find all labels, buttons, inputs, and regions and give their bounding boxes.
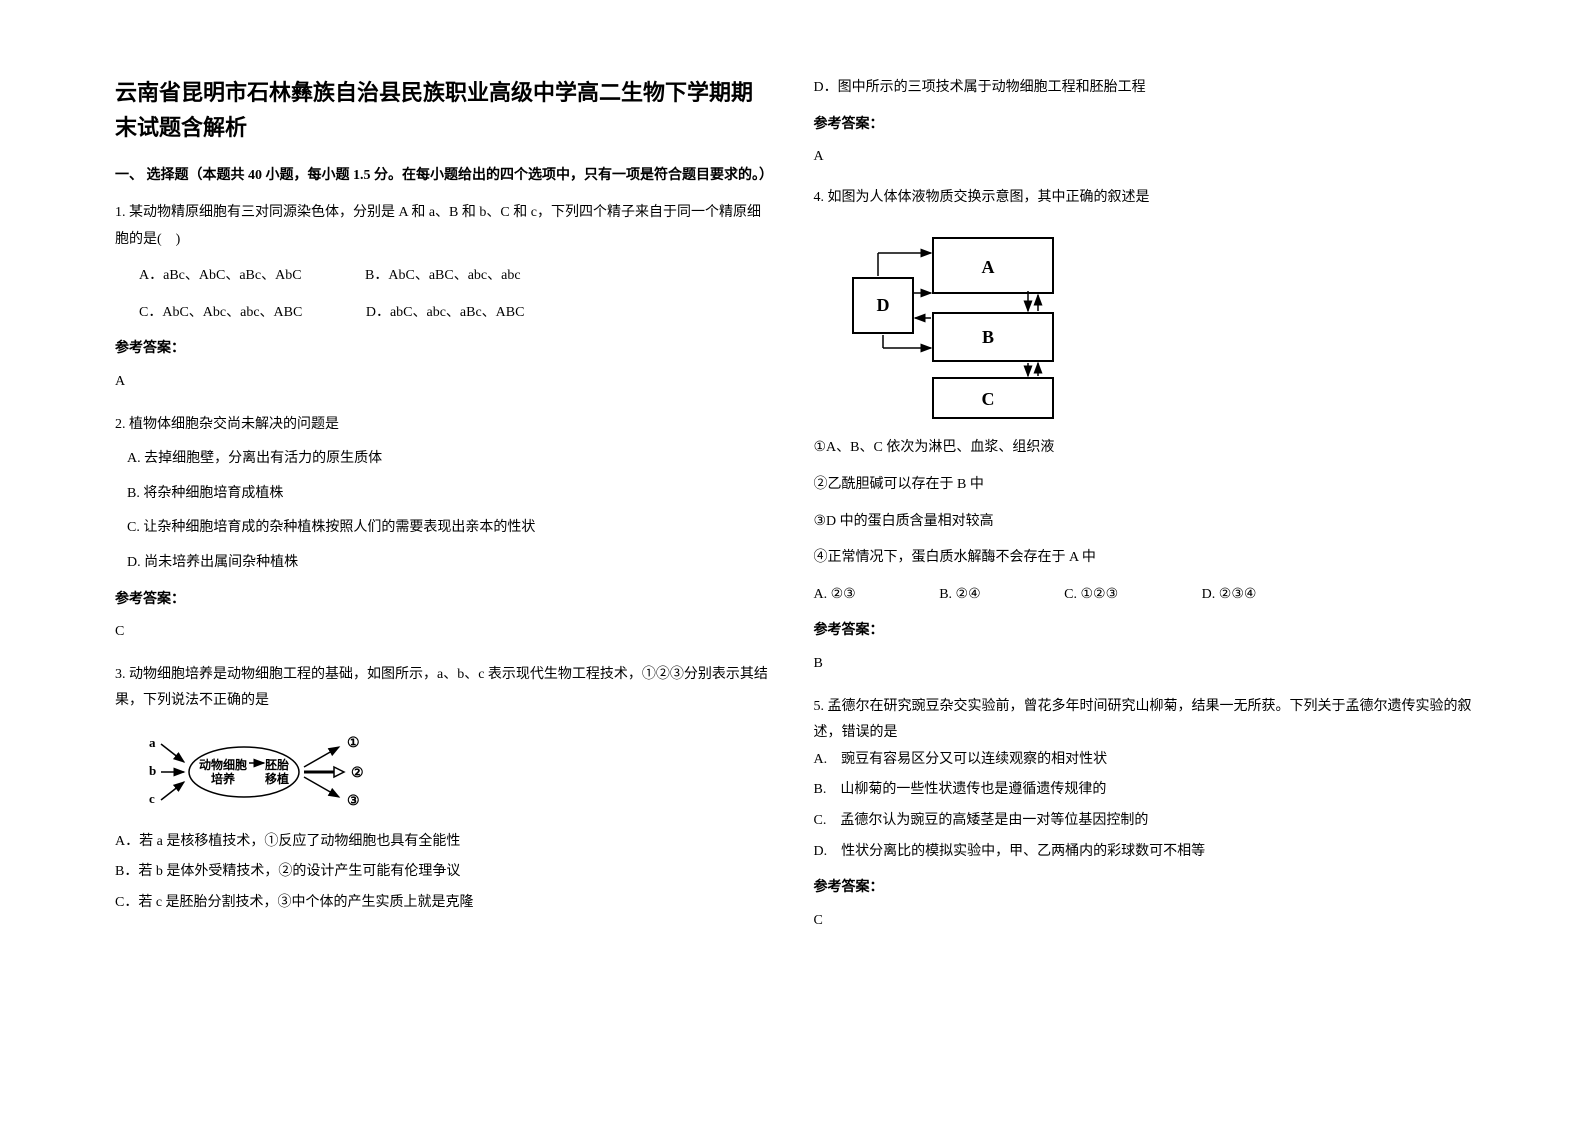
q5-text: 5. 孟德尔在研究豌豆杂交实验前，曾花多年时间研究山柳菊，结果一无所获。下列关于… bbox=[814, 694, 1473, 747]
document-title: 云南省昆明市石林彝族自治县民族职业高级中学高二生物下学期期末试题含解析 bbox=[115, 75, 774, 145]
q4-opt-c: C. ①②③ bbox=[1064, 582, 1118, 609]
question-4: 4. 如图为人体体液物质交换示意图，其中正确的叙述是 A D B C bbox=[814, 185, 1473, 678]
q4-opt-a: A. ②③ bbox=[814, 582, 856, 609]
q5-opt-d: D. 性状分离比的模拟实验中，甲、乙两桶内的彩球数可不相等 bbox=[814, 839, 1473, 866]
q3-label-b: b bbox=[149, 763, 156, 778]
q2-answer: C bbox=[115, 619, 774, 646]
q2-opt-b: B. 将杂种细胞培育成植株 bbox=[115, 481, 774, 508]
q4-s3: ③D 中的蛋白质含量相对较高 bbox=[814, 509, 1473, 536]
q3-label-2: ② bbox=[351, 766, 364, 781]
right-column: D．图中所示的三项技术属于动物细胞工程和胚胎工程 参考答案： A 4. 如图为人… bbox=[794, 75, 1493, 1047]
q3-opt-a: A．若 a 是核移植技术，①反应了动物细胞也具有全能性 bbox=[115, 829, 774, 856]
svg-text:移植: 移植 bbox=[265, 771, 289, 786]
q3-label-c: c bbox=[149, 791, 155, 806]
q2-opt-a: A. 去掉细胞壁，分离出有活力的原生质体 bbox=[115, 446, 774, 473]
q5-answer-label: 参考答案： bbox=[814, 875, 1473, 902]
q4-answer: B bbox=[814, 651, 1473, 678]
q4-text: 4. 如图为人体体液物质交换示意图，其中正确的叙述是 bbox=[814, 185, 1473, 212]
question-2: 2. 植物体细胞杂交尚未解决的问题是 A. 去掉细胞壁，分离出有活力的原生质体 … bbox=[115, 412, 774, 646]
q1-opt-c: C．AbC、Abc、abc、ABC bbox=[139, 300, 302, 327]
q3-answer: A bbox=[814, 144, 1473, 171]
question-5: 5. 孟德尔在研究豌豆杂交实验前，曾花多年时间研究山柳菊，结果一无所获。下列关于… bbox=[814, 694, 1473, 935]
q3-label-cell: 动物细胞 bbox=[199, 757, 247, 772]
q1-opt-d: D．abC、abc、aBc、ABC bbox=[366, 300, 525, 327]
q4-s2: ②乙酰胆碱可以存在于 B 中 bbox=[814, 472, 1473, 499]
q4-box-d: D bbox=[876, 295, 889, 315]
q5-opt-a: A. 豌豆有容易区分又可以连续观察的相对性状 bbox=[814, 747, 1473, 774]
q5-answer: C bbox=[814, 908, 1473, 935]
q3-label-a: a bbox=[149, 735, 156, 750]
left-column: 云南省昆明市石林彝族自治县民族职业高级中学高二生物下学期期末试题含解析 一、 选… bbox=[95, 75, 794, 1047]
q4-diagram: A D B C bbox=[838, 223, 1473, 423]
q4-box-a: A bbox=[981, 257, 994, 277]
q2-opt-d: D. 尚未培养出属间杂种植株 bbox=[115, 550, 774, 577]
q4-s1: ①A、B、C 依次为淋巴、血浆、组织液 bbox=[814, 435, 1473, 462]
q4-opt-b: B. ②④ bbox=[939, 582, 980, 609]
q2-answer-label: 参考答案： bbox=[115, 587, 774, 614]
svg-text:培养: 培养 bbox=[211, 771, 235, 786]
question-1: 1. 某动物精原细胞有三对同源染色体，分别是 A 和 a、B 和 b、C 和 c… bbox=[115, 200, 774, 396]
q1-opt-a: A．aBc、AbC、aBc、AbC bbox=[139, 263, 302, 290]
q3-label-embryo: 胚胎 bbox=[265, 757, 289, 772]
q2-text: 2. 植物体细胞杂交尚未解决的问题是 bbox=[115, 412, 774, 439]
q4-answer-label: 参考答案： bbox=[814, 618, 1473, 645]
section-heading: 一、 选择题（本题共 40 小题，每小题 1.5 分。在每小题给出的四个选项中，… bbox=[115, 163, 774, 190]
q1-text: 1. 某动物精原细胞有三对同源染色体，分别是 A 和 a、B 和 b、C 和 c… bbox=[115, 200, 774, 253]
q3-diagram: a b c 动物细胞 培养 胚胎 移植 ① ② ③ bbox=[139, 727, 774, 817]
q4-box-c: C bbox=[981, 389, 994, 409]
question-3: 3. 动物细胞培养是动物细胞工程的基础，如图所示，a、b、c 表示现代生物工程技… bbox=[115, 662, 774, 917]
q5-opt-b: B. 山柳菊的一些性状遗传也是遵循遗传规律的 bbox=[814, 777, 1473, 804]
q3-label-3: ③ bbox=[347, 794, 360, 809]
q3-opt-d: D．图中所示的三项技术属于动物细胞工程和胚胎工程 bbox=[814, 75, 1473, 102]
q3-answer-label: 参考答案： bbox=[814, 112, 1473, 139]
q5-opt-c: C. 孟德尔认为豌豆的高矮茎是由一对等位基因控制的 bbox=[814, 808, 1473, 835]
q4-box-b: B bbox=[981, 327, 993, 347]
q4-s4: ④正常情况下，蛋白质水解酶不会存在于 A 中 bbox=[814, 545, 1473, 572]
q3-label-1: ① bbox=[347, 736, 360, 751]
q1-answer: A bbox=[115, 369, 774, 396]
q4-opt-d: D. ②③④ bbox=[1202, 582, 1257, 609]
q3-opt-b: B．若 b 是体外受精技术，②的设计产生可能有伦理争议 bbox=[115, 859, 774, 886]
q1-opt-b: B．AbC、aBC、abc、abc bbox=[365, 263, 521, 290]
q1-answer-label: 参考答案： bbox=[115, 336, 774, 363]
q3-text: 3. 动物细胞培养是动物细胞工程的基础，如图所示，a、b、c 表示现代生物工程技… bbox=[115, 662, 774, 715]
q3-opt-c: C．若 c 是胚胎分割技术，③中个体的产生实质上就是克隆 bbox=[115, 890, 774, 917]
q2-opt-c: C. 让杂种细胞培育成的杂种植株按照人们的需要表现出亲本的性状 bbox=[115, 515, 774, 542]
